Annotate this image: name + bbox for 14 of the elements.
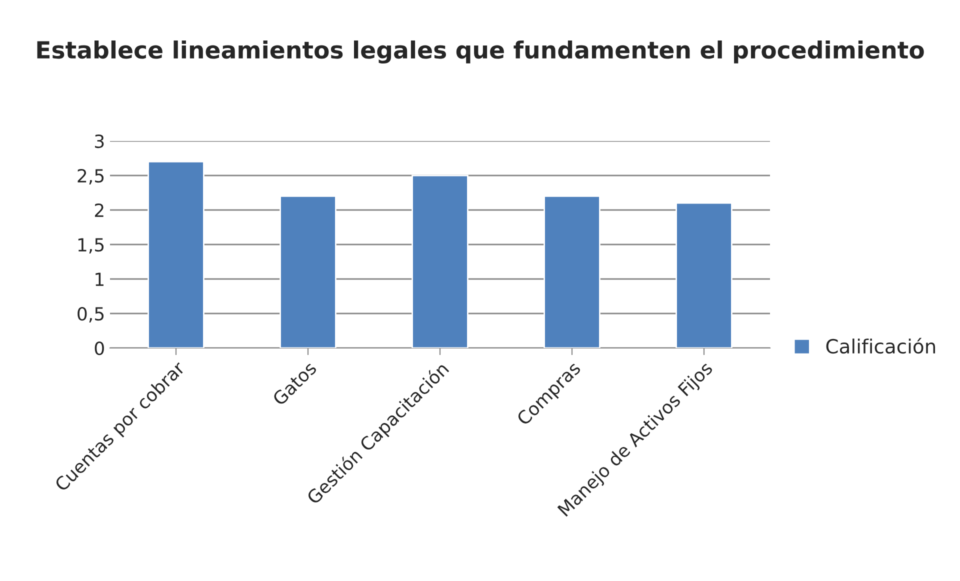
y-tick-label: 1,5 [78,238,104,254]
bar [280,196,336,348]
y-tick-label: 2,5 [78,168,104,184]
legend-label: Calificación [826,338,936,354]
chart-title: Establece lineamientos legales que fundamenten el procedimiento [37,40,924,64]
y-tick-label: 0 [94,341,104,356]
y-tick-label: 1 [96,272,104,286]
y-tick-label: 3 [95,134,104,148]
y-tick-label: 0,5 [78,306,104,322]
bar [148,161,204,348]
bar [676,202,732,348]
y-tick-label: 2 [94,203,104,217]
bar [412,174,468,348]
bar [544,196,600,348]
